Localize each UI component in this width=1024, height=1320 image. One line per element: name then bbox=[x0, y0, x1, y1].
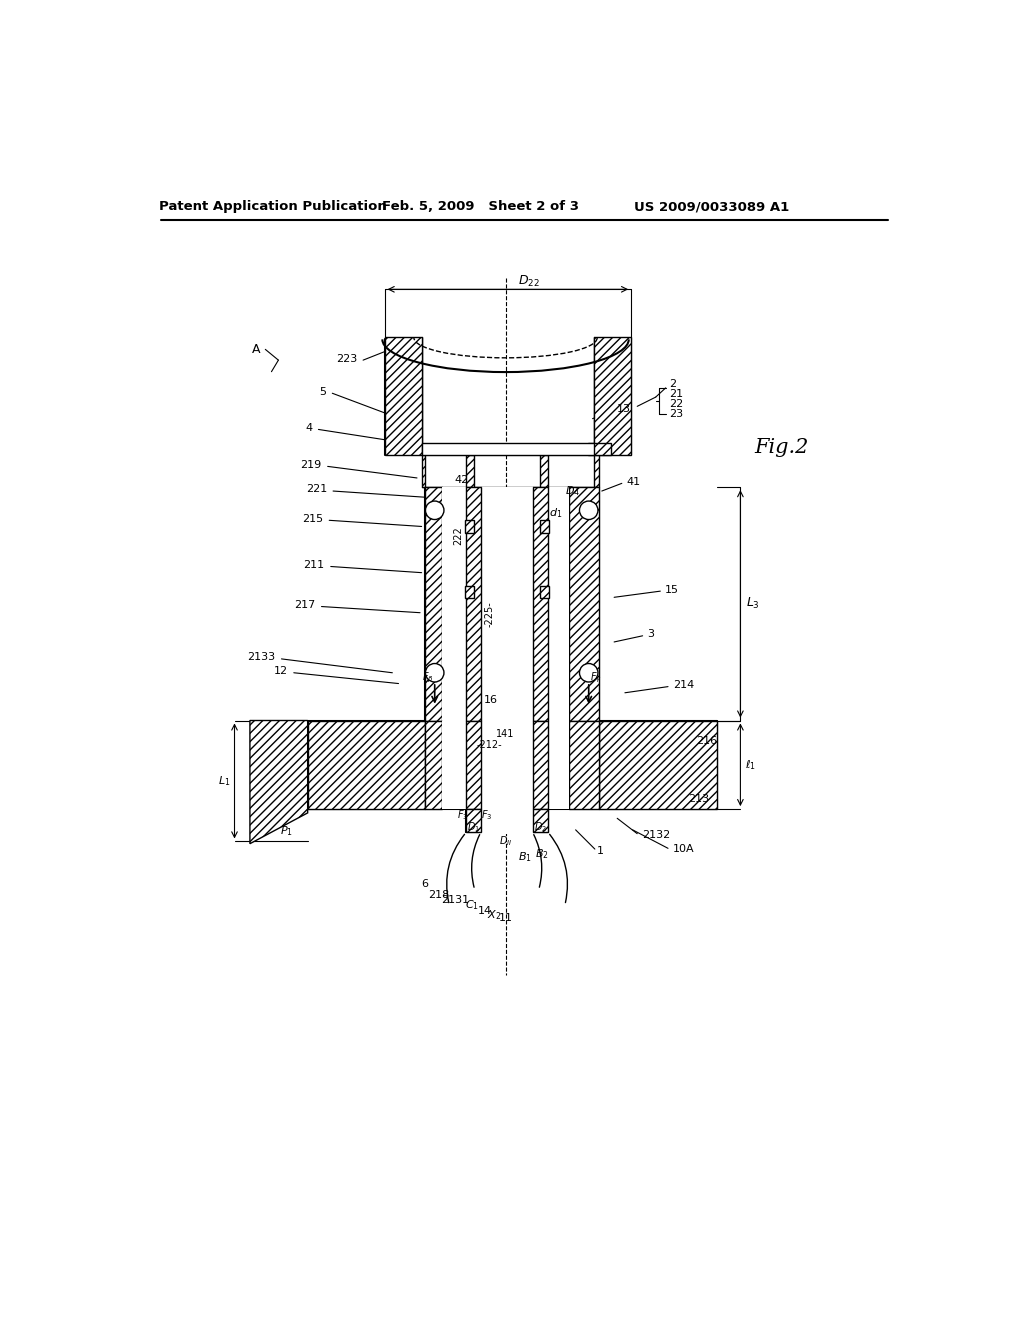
Text: Fig.2: Fig.2 bbox=[755, 438, 809, 457]
Bar bbox=[541, 520, 550, 533]
Polygon shape bbox=[466, 809, 481, 832]
Text: 141: 141 bbox=[497, 730, 515, 739]
Text: $d_1$: $d_1$ bbox=[549, 506, 562, 520]
Text: $F_\gamma$: $F_\gamma$ bbox=[590, 671, 601, 685]
Polygon shape bbox=[466, 721, 481, 809]
Text: $L_3$: $L_3$ bbox=[745, 597, 760, 611]
Text: $F_3$: $F_3$ bbox=[481, 808, 493, 822]
Polygon shape bbox=[532, 809, 548, 832]
Circle shape bbox=[425, 664, 444, 682]
Text: 217: 217 bbox=[294, 601, 315, 610]
Bar bbox=[422, 444, 594, 455]
Text: $B_1$: $B_1$ bbox=[518, 850, 531, 865]
Polygon shape bbox=[425, 721, 442, 809]
Text: 3: 3 bbox=[647, 630, 654, 639]
Polygon shape bbox=[466, 455, 474, 487]
Text: 5: 5 bbox=[319, 387, 326, 397]
Circle shape bbox=[580, 502, 598, 520]
Polygon shape bbox=[250, 721, 307, 843]
Text: Patent Application Publication: Patent Application Publication bbox=[159, 201, 387, 214]
Text: 13: 13 bbox=[617, 404, 631, 414]
Text: $D_{22}$: $D_{22}$ bbox=[518, 275, 540, 289]
Polygon shape bbox=[569, 487, 599, 721]
Text: US 2009/0033089 A1: US 2009/0033089 A1 bbox=[634, 201, 790, 214]
Text: 223: 223 bbox=[337, 354, 357, 363]
Text: Feb. 5, 2009   Sheet 2 of 3: Feb. 5, 2009 Sheet 2 of 3 bbox=[382, 201, 580, 214]
Text: 222: 222 bbox=[454, 527, 464, 545]
Text: 12: 12 bbox=[273, 667, 288, 676]
Text: 221: 221 bbox=[305, 484, 327, 495]
FancyArrowPatch shape bbox=[446, 834, 465, 903]
Bar bbox=[548, 487, 569, 721]
Text: 4: 4 bbox=[305, 422, 312, 433]
Polygon shape bbox=[532, 487, 548, 721]
Text: $\ell_1$: $\ell_1$ bbox=[744, 758, 756, 772]
FancyArrowPatch shape bbox=[550, 834, 567, 903]
Bar bbox=[588, 444, 611, 455]
Polygon shape bbox=[422, 455, 425, 487]
Bar bbox=[481, 809, 532, 834]
Text: 2131: 2131 bbox=[440, 895, 469, 906]
Text: 14: 14 bbox=[478, 906, 492, 916]
Text: $D_2$: $D_2$ bbox=[534, 821, 547, 834]
Polygon shape bbox=[532, 721, 548, 809]
Text: 21: 21 bbox=[670, 389, 684, 399]
Polygon shape bbox=[541, 455, 548, 487]
Text: -225-: -225- bbox=[484, 602, 495, 627]
Bar bbox=[465, 586, 474, 598]
Bar bbox=[548, 721, 569, 809]
Bar bbox=[481, 721, 532, 809]
Text: 6: 6 bbox=[421, 879, 428, 888]
Polygon shape bbox=[594, 455, 599, 487]
Text: 15: 15 bbox=[665, 585, 679, 594]
Text: A: A bbox=[252, 343, 260, 356]
Polygon shape bbox=[569, 721, 599, 809]
Text: $D_{II}$: $D_{II}$ bbox=[499, 834, 512, 847]
Text: $D_1$: $D_1$ bbox=[467, 821, 480, 834]
Circle shape bbox=[425, 502, 444, 520]
Text: 41: 41 bbox=[627, 477, 641, 487]
Bar bbox=[442, 487, 466, 721]
Polygon shape bbox=[307, 721, 425, 809]
Text: $L_1$: $L_1$ bbox=[217, 774, 230, 788]
Bar bbox=[465, 520, 474, 533]
FancyArrowPatch shape bbox=[534, 834, 542, 887]
Text: $P_1$: $P_1$ bbox=[281, 824, 293, 837]
Text: 216: 216 bbox=[695, 735, 717, 746]
Text: 219: 219 bbox=[300, 459, 322, 470]
Text: 214: 214 bbox=[673, 680, 694, 690]
Text: $D_4$: $D_4$ bbox=[565, 484, 581, 498]
Text: 11: 11 bbox=[500, 913, 513, 924]
Polygon shape bbox=[599, 721, 717, 809]
Text: 2132: 2132 bbox=[642, 830, 670, 841]
Text: 215: 215 bbox=[302, 513, 323, 524]
Text: 16: 16 bbox=[484, 694, 498, 705]
Text: 213: 213 bbox=[688, 795, 710, 804]
Text: $X_2$: $X_2$ bbox=[486, 908, 501, 923]
Text: 22: 22 bbox=[670, 399, 684, 409]
Polygon shape bbox=[466, 487, 481, 721]
Polygon shape bbox=[425, 487, 442, 721]
Text: 2: 2 bbox=[670, 379, 677, 389]
Polygon shape bbox=[594, 337, 631, 455]
Text: 23: 23 bbox=[670, 409, 684, 418]
Text: -212-: -212- bbox=[476, 741, 502, 750]
Text: $F_3$: $F_3$ bbox=[457, 808, 468, 822]
Text: 42: 42 bbox=[455, 475, 469, 486]
Text: $B_2$: $B_2$ bbox=[535, 847, 549, 861]
Text: $C_1$: $C_1$ bbox=[465, 899, 478, 912]
Bar bbox=[481, 487, 532, 721]
Bar bbox=[442, 721, 466, 809]
Text: 218: 218 bbox=[428, 890, 450, 899]
FancyArrowPatch shape bbox=[472, 834, 479, 887]
Text: 2133: 2133 bbox=[247, 652, 275, 663]
Circle shape bbox=[580, 664, 598, 682]
Polygon shape bbox=[385, 337, 422, 455]
Text: $F_\beta$: $F_\beta$ bbox=[422, 671, 433, 685]
Text: 211: 211 bbox=[303, 560, 325, 570]
Text: 10A: 10A bbox=[673, 843, 694, 854]
Text: 1: 1 bbox=[597, 846, 604, 855]
Bar bbox=[541, 586, 550, 598]
